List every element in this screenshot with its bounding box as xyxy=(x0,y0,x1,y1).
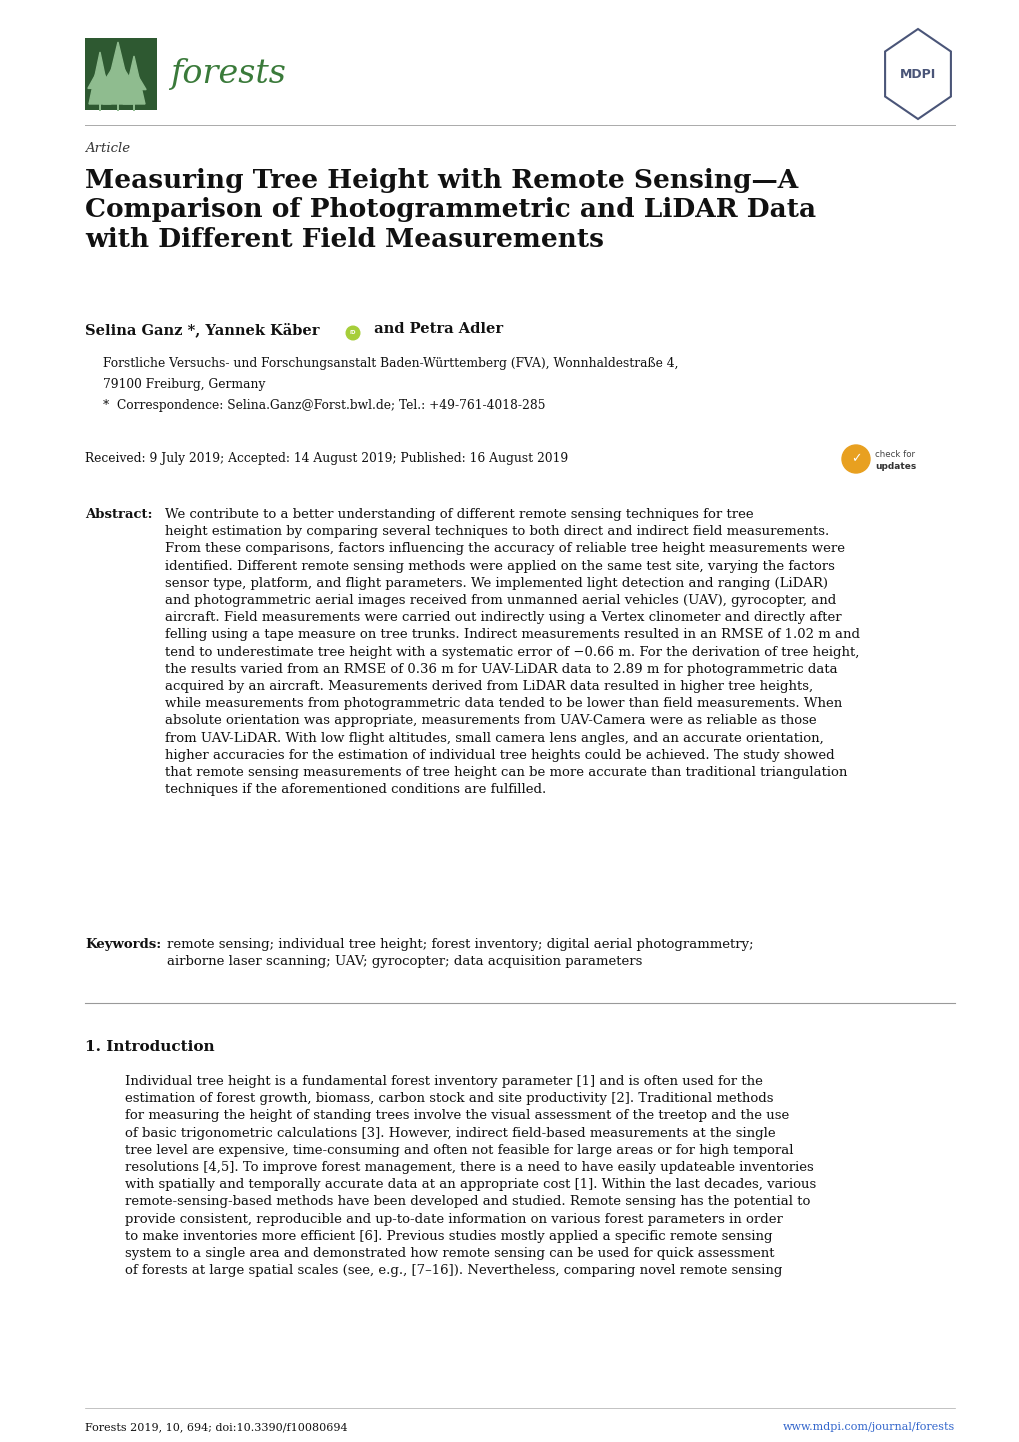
Text: www.mdpi.com/journal/forests: www.mdpi.com/journal/forests xyxy=(782,1422,954,1432)
Circle shape xyxy=(841,446,869,473)
Text: Selina Ganz *, Yannek Käber: Selina Ganz *, Yannek Käber xyxy=(85,322,319,337)
Text: remote sensing; individual tree height; forest inventory; digital aerial photogr: remote sensing; individual tree height; … xyxy=(167,937,753,968)
FancyBboxPatch shape xyxy=(116,104,119,111)
Text: *  Correspondence: Selina.Ganz@Forst.bwl.de; Tel.: +49-761-4018-285: * Correspondence: Selina.Ganz@Forst.bwl.… xyxy=(103,399,545,412)
Text: and Petra Adler: and Petra Adler xyxy=(369,322,502,336)
Text: Received: 9 July 2019; Accepted: 14 August 2019; Published: 16 August 2019: Received: 9 July 2019; Accepted: 14 Augu… xyxy=(85,451,568,464)
Text: updates: updates xyxy=(874,461,915,472)
Polygon shape xyxy=(89,52,111,104)
Text: 1. Introduction: 1. Introduction xyxy=(85,1040,214,1054)
Polygon shape xyxy=(88,66,112,88)
FancyBboxPatch shape xyxy=(99,104,101,111)
FancyBboxPatch shape xyxy=(132,104,136,111)
Polygon shape xyxy=(122,69,146,89)
Text: Measuring Tree Height with Remote Sensing—A
Comparison of Photogrammetric and Li: Measuring Tree Height with Remote Sensin… xyxy=(85,169,815,252)
Polygon shape xyxy=(102,59,135,85)
FancyBboxPatch shape xyxy=(85,37,157,110)
Text: Abstract:: Abstract: xyxy=(85,508,153,521)
Text: Article: Article xyxy=(85,141,130,154)
Text: Keywords:: Keywords: xyxy=(85,937,161,952)
Text: check for: check for xyxy=(874,450,914,459)
Text: MDPI: MDPI xyxy=(899,68,935,81)
Polygon shape xyxy=(123,56,145,104)
Text: We contribute to a better understanding of different remote sensing techniques f: We contribute to a better understanding … xyxy=(165,508,859,796)
Text: 79100 Freiburg, Germany: 79100 Freiburg, Germany xyxy=(103,378,265,391)
Text: Individual tree height is a fundamental forest inventory parameter [1] and is of: Individual tree height is a fundamental … xyxy=(125,1074,815,1278)
Circle shape xyxy=(345,326,360,340)
Polygon shape xyxy=(103,42,132,104)
Text: forests: forests xyxy=(170,58,285,89)
Text: Forests 2019, 10, 694; doi:10.3390/f10080694: Forests 2019, 10, 694; doi:10.3390/f1008… xyxy=(85,1422,347,1432)
Text: Forstliche Versuchs- und Forschungsanstalt Baden-Württemberg (FVA), Wonnhaldestr: Forstliche Versuchs- und Forschungsansta… xyxy=(103,358,678,371)
Text: ✓: ✓ xyxy=(850,453,860,466)
Text: iD: iD xyxy=(350,330,356,336)
